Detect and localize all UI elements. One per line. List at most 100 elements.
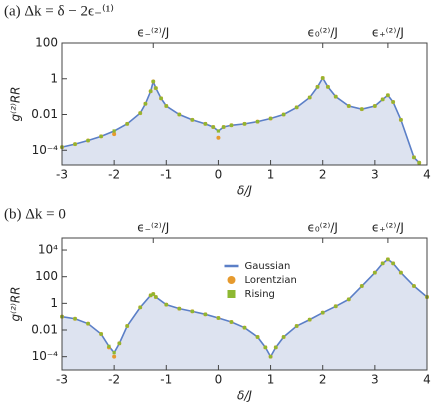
point bbox=[216, 316, 221, 320]
x-tick-label: 0 bbox=[215, 168, 223, 182]
point bbox=[326, 85, 330, 89]
panel-title: (b) Δk = 0 bbox=[4, 206, 66, 222]
point bbox=[295, 105, 299, 109]
top-tick-label: ϵ₀⁽²⁾/J bbox=[307, 221, 337, 235]
point bbox=[138, 305, 142, 309]
x-axis-label: δ/J bbox=[237, 389, 252, 403]
point bbox=[112, 351, 116, 355]
point bbox=[112, 129, 116, 133]
y-axis-label: g⁽²⁾RR bbox=[9, 87, 23, 122]
point bbox=[99, 332, 103, 336]
point bbox=[412, 284, 416, 288]
plot-frame bbox=[61, 237, 428, 371]
x-tick-label: 1 bbox=[267, 168, 275, 182]
point bbox=[295, 324, 299, 328]
y-tick-label: 1 bbox=[50, 71, 58, 85]
point bbox=[73, 317, 77, 321]
point bbox=[255, 120, 260, 124]
x-tick-label: 4 bbox=[423, 168, 431, 182]
area bbox=[62, 78, 420, 165]
top-tick-label: ϵ₊⁽²⁾/J bbox=[372, 26, 404, 40]
point bbox=[203, 122, 207, 126]
top-tick-label: ϵ₊⁽²⁾/J bbox=[372, 221, 404, 235]
x-tick-label: -3 bbox=[56, 168, 68, 182]
point bbox=[151, 292, 155, 296]
point bbox=[190, 309, 194, 313]
point bbox=[391, 261, 395, 265]
point bbox=[177, 112, 181, 117]
point bbox=[399, 271, 403, 275]
point bbox=[154, 295, 158, 299]
top-tick-label: ϵ₋⁽²⁾/J bbox=[137, 221, 169, 235]
point bbox=[216, 129, 221, 133]
point bbox=[154, 86, 158, 90]
top-tick-label: ϵ₋⁽²⁾/J bbox=[137, 26, 169, 40]
x-tick-label: 2 bbox=[319, 168, 327, 182]
point bbox=[149, 89, 153, 93]
point bbox=[308, 95, 312, 100]
point bbox=[381, 261, 385, 265]
point bbox=[282, 112, 286, 117]
point bbox=[386, 93, 390, 97]
point bbox=[149, 293, 153, 297]
point bbox=[190, 118, 194, 122]
point bbox=[159, 96, 163, 100]
point bbox=[117, 341, 121, 345]
point bbox=[242, 326, 247, 330]
point bbox=[360, 284, 364, 288]
x-tick-label: 1 bbox=[267, 373, 275, 387]
point bbox=[268, 116, 273, 121]
point bbox=[222, 125, 226, 129]
point bbox=[255, 335, 260, 339]
x-tick-label: -3 bbox=[56, 373, 68, 387]
legend-label: Gaussian bbox=[245, 261, 291, 272]
point bbox=[282, 335, 286, 339]
x-tick-label: 2 bbox=[319, 373, 327, 387]
point bbox=[86, 138, 90, 143]
point bbox=[73, 142, 77, 146]
panel-title: (a) Δk = δ − 2ϵ₋⁽¹⁾ bbox=[4, 3, 114, 19]
point bbox=[417, 161, 421, 165]
point bbox=[229, 320, 234, 324]
point bbox=[125, 122, 129, 126]
y-tick-label: 1 bbox=[50, 296, 58, 310]
legend-label: Rising bbox=[245, 289, 275, 300]
point bbox=[391, 100, 395, 104]
x-tick-label: -1 bbox=[160, 373, 172, 387]
area bbox=[62, 259, 427, 370]
point bbox=[99, 134, 103, 138]
x-axis-label: δ/J bbox=[237, 184, 252, 198]
x-tick-label: -1 bbox=[160, 168, 172, 182]
point bbox=[164, 104, 168, 108]
point bbox=[164, 303, 168, 307]
legend-swatch bbox=[227, 276, 236, 284]
x-tick-label: 3 bbox=[371, 168, 379, 182]
y-tick-label: 100 bbox=[35, 36, 58, 50]
top-tick-label: ϵ₀⁽²⁾/J bbox=[307, 26, 337, 40]
point bbox=[334, 95, 338, 99]
point bbox=[125, 324, 129, 328]
point bbox=[151, 79, 155, 84]
point bbox=[334, 304, 338, 308]
point bbox=[143, 102, 148, 106]
y-tick-label: 0.01 bbox=[31, 323, 58, 337]
x-tick-label: 0 bbox=[215, 373, 223, 387]
legend-label: Lorentzian bbox=[245, 275, 297, 286]
point bbox=[373, 271, 377, 275]
point bbox=[386, 257, 390, 261]
point bbox=[373, 104, 377, 108]
point bbox=[268, 355, 273, 359]
y-axis-label: g⁽²⁾RR bbox=[9, 287, 23, 322]
point bbox=[315, 85, 320, 89]
x-tick-label: 3 bbox=[371, 373, 379, 387]
plot-frame bbox=[61, 42, 428, 166]
point bbox=[347, 297, 351, 301]
point bbox=[347, 104, 351, 108]
point bbox=[107, 344, 111, 348]
point bbox=[112, 354, 117, 359]
point bbox=[138, 111, 142, 115]
x-tick-label: 4 bbox=[423, 373, 431, 387]
point bbox=[177, 307, 181, 311]
point bbox=[321, 311, 325, 315]
